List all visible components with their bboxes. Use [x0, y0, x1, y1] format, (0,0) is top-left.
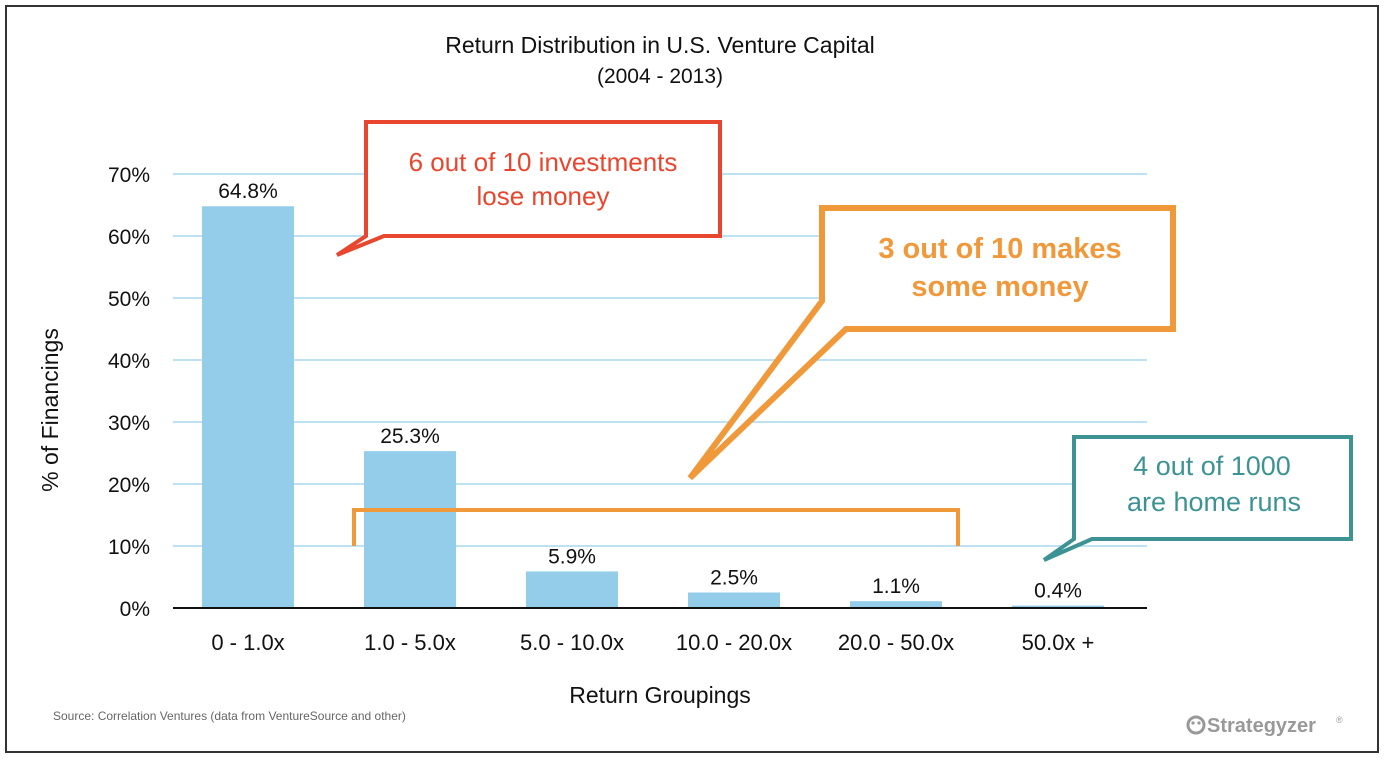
x-tick-label: 20.0 - 50.0x [838, 630, 954, 655]
bar [202, 206, 294, 609]
y-tick-label: 10% [108, 536, 150, 559]
chart-title: Return Distribution in U.S. Venture Capi… [445, 32, 875, 58]
strategyzer-logo-icon-eye-right [1197, 721, 1201, 725]
y-axis-title: % of Financings [37, 328, 63, 492]
y-tick-label: 60% [108, 226, 150, 249]
strategyzer-logo: Strategyzer ® [1186, 715, 1343, 737]
x-tick-label: 5.0 - 10.0x [520, 630, 624, 655]
bar-value-label: 5.9% [548, 545, 596, 568]
callout-lose-money-line-2: lose money [477, 181, 610, 211]
x-tick-label: 50.0x + [1022, 630, 1095, 655]
strategyzer-logo-icon-eye-left [1191, 721, 1195, 725]
bar [526, 571, 618, 608]
bracket-some-money [352, 508, 960, 546]
bar [1012, 605, 1104, 608]
bar [364, 451, 456, 608]
bar-value-label: 25.3% [380, 425, 440, 448]
callout-some-money-line-1: 3 out of 10 makes [878, 233, 1121, 265]
callout-home-runs [1042, 435, 1353, 562]
x-tick-label: 10.0 - 20.0x [676, 630, 792, 655]
callout-lose-money [335, 120, 722, 257]
chart-subtitle: (2004 - 2013) [597, 65, 723, 88]
callout-home-runs-line-2: are home runs [1127, 487, 1301, 517]
bar-value-label: 64.8% [218, 180, 278, 203]
bar [688, 592, 780, 608]
strategyzer-logo-icon [1186, 715, 1206, 735]
y-tick-label: 50% [108, 288, 150, 311]
bar [850, 601, 942, 608]
strategyzer-logo-text: Strategyzer [1207, 715, 1316, 737]
x-tick-label: 0 - 1.0x [211, 630, 284, 655]
y-tick-label: 40% [108, 350, 150, 373]
callout-lose-money-line-1: 6 out of 10 investments [409, 147, 678, 177]
callout-home-runs-line-1: 4 out of 1000 [1133, 451, 1291, 481]
x-axis-title: Return Groupings [569, 682, 751, 708]
callout-some-money-line-2: some money [911, 271, 1088, 303]
bars: 64.8% 0 - 1.0x 25.3% 1.0 - 5.0x 5.9% 5.0 - 10… [202, 180, 1104, 655]
bar-value-label: 2.5% [710, 567, 758, 590]
bar-value-label: 0.4% [1034, 580, 1082, 603]
y-tick-label: 0% [120, 598, 150, 621]
y-axis: 0% 10% 20% 30% 40% 50% 60% 70% [108, 164, 150, 621]
x-tick-label: 1.0 - 5.0x [364, 630, 456, 655]
source-note: Source: Correlation Ventures (data from … [53, 709, 406, 723]
strategyzer-logo-mark: ® [1336, 715, 1343, 725]
callout-some-money [687, 205, 1176, 481]
y-tick-label: 20% [108, 474, 150, 497]
bar-value-label: 1.1% [872, 575, 920, 598]
y-tick-label: 70% [108, 164, 150, 187]
y-tick-label: 30% [108, 412, 150, 435]
